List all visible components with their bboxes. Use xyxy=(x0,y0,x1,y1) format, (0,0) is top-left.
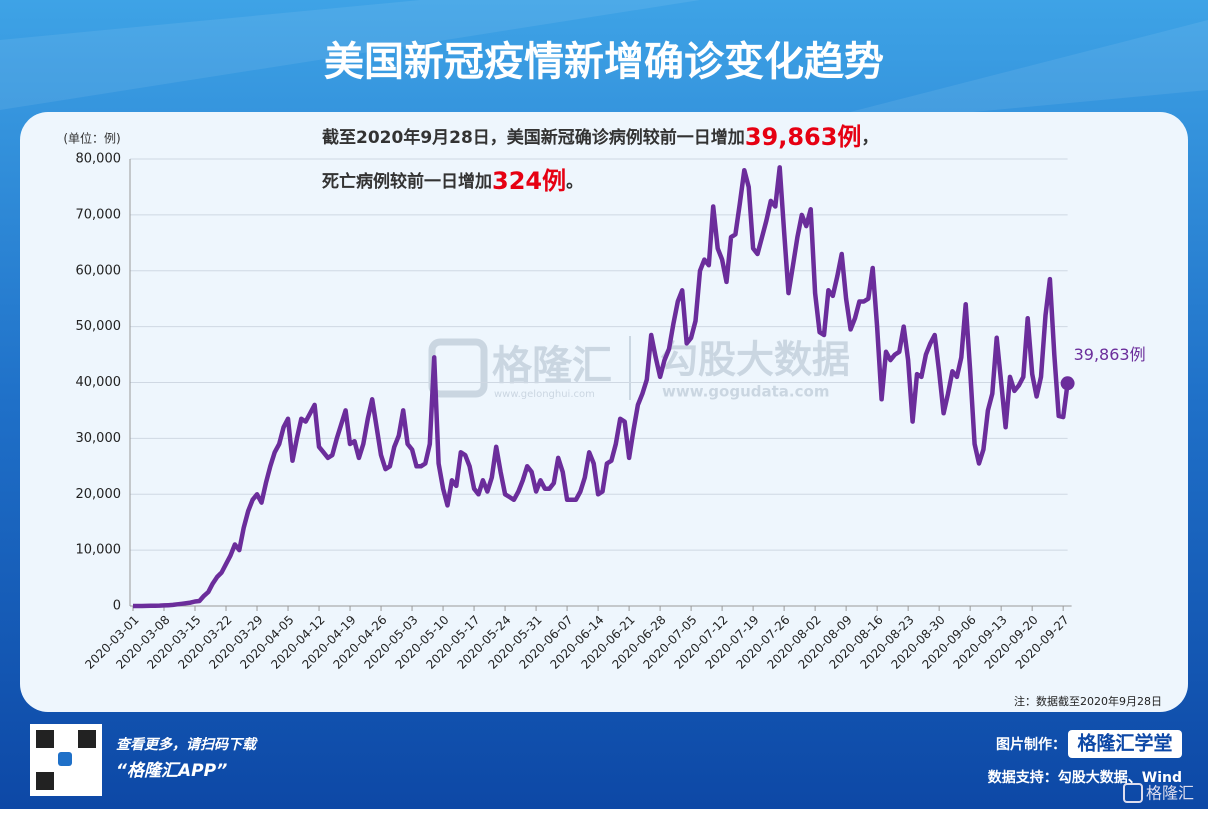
corner-logo xyxy=(1123,783,1143,803)
watermark: 格隆汇 www.gelonghui.com 勾股大数据 www.gogudata… xyxy=(428,336,850,401)
footer-source: 数据支持：勾股大数据、Wind xyxy=(988,769,1182,786)
line xyxy=(133,165,1070,609)
note: 注：数据截至2020年9月28日 xyxy=(1014,694,1162,708)
footer-maker: 格隆汇学堂 xyxy=(1077,732,1172,755)
y-tick-label: 50,000 xyxy=(76,319,122,334)
footer-made-by: 图片制作： xyxy=(996,736,1066,753)
annotation: 死亡病例较前一日增加324例。 xyxy=(322,167,583,195)
annotation-part: 324例 xyxy=(492,167,566,195)
y-tick-label: 60,000 xyxy=(76,263,122,278)
panel xyxy=(20,112,1188,712)
y-tick-label: 0 xyxy=(113,599,121,614)
watermark-partner: 勾股大数据 xyxy=(660,338,850,382)
y-tick-label: 80,000 xyxy=(76,152,122,167)
qr-logo xyxy=(58,752,72,766)
end-point xyxy=(1060,376,1075,391)
y-tick-label: 10,000 xyxy=(76,543,122,558)
watermark-url: www.gelonghui.com xyxy=(494,389,595,400)
y-unit: (单位：例) xyxy=(63,131,120,146)
y-tick-label: 20,000 xyxy=(76,487,122,502)
annotation-part: 。 xyxy=(566,172,583,192)
decor xyxy=(780,20,1208,130)
footer-scan: 查看更多，请扫码下载 xyxy=(116,736,258,753)
y-tick-label: 70,000 xyxy=(76,207,122,222)
annotation-part: 39,863例 xyxy=(745,123,862,151)
corner-logo-text: 格隆汇 xyxy=(1146,784,1194,803)
watermark-url: www.gogudata.com xyxy=(662,383,829,401)
end-label: 39,863例 xyxy=(1074,345,1146,364)
footer-app: “格隆汇APP” xyxy=(116,761,227,781)
maker-badge xyxy=(1068,730,1182,758)
annotation-part: ， xyxy=(861,128,878,148)
footer: 查看更多，请扫码下载 “格隆汇APP” 图片制作： 格隆汇学堂 数据支持：勾股大… xyxy=(30,724,1194,803)
annotation-part: 死亡病例较前一日增加 xyxy=(322,171,492,192)
watermark-brand: 格隆汇 xyxy=(492,343,612,389)
page-title: 美国新冠疫情新增确诊变化趋势 xyxy=(324,39,884,85)
annotation-part: 截至2020年9月28日，美国新冠确诊病例较前一日增加 xyxy=(322,127,745,148)
y-tick-label: 30,000 xyxy=(76,431,122,446)
y-tick-label: 40,000 xyxy=(76,375,122,390)
qr-corners xyxy=(36,730,96,790)
annotation: 截至2020年9月28日，美国新冠确诊病例较前一日增加39,863例， xyxy=(322,123,878,151)
decor xyxy=(0,0,700,110)
